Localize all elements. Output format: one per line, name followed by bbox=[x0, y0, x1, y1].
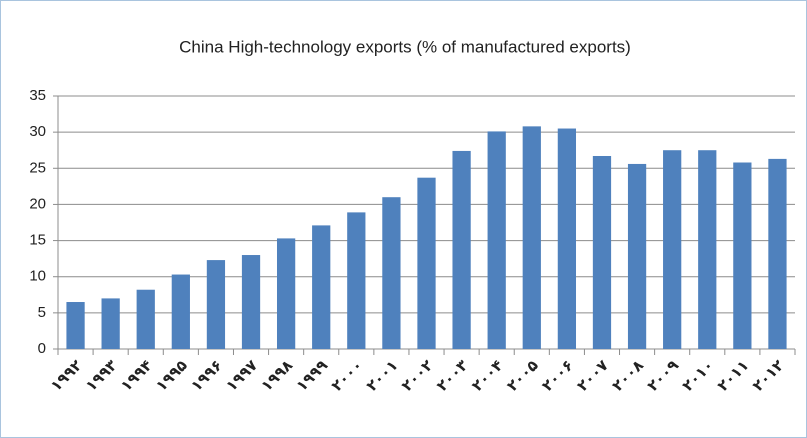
y-tick-label: 0 bbox=[38, 340, 46, 357]
bar bbox=[768, 158, 787, 349]
bar bbox=[592, 155, 612, 349]
bar bbox=[171, 274, 190, 349]
bar bbox=[452, 150, 471, 349]
y-tick-label: 30 bbox=[29, 123, 46, 140]
bar bbox=[557, 128, 577, 349]
y-tick-label: 20 bbox=[29, 195, 46, 212]
bar bbox=[276, 238, 296, 349]
bar bbox=[66, 302, 85, 349]
bar bbox=[206, 260, 226, 349]
bar bbox=[733, 162, 752, 349]
y-tick-label: 5 bbox=[38, 304, 46, 321]
chart-title: China High-technology exports (% of manu… bbox=[179, 37, 631, 56]
bar bbox=[136, 289, 155, 349]
bar bbox=[627, 163, 647, 349]
y-tick-label: 10 bbox=[29, 268, 46, 285]
bar bbox=[312, 225, 331, 349]
bar bbox=[487, 131, 506, 349]
y-tick-label: 25 bbox=[29, 159, 46, 176]
bar bbox=[698, 150, 717, 349]
bar bbox=[382, 197, 401, 349]
y-tick-label: 15 bbox=[29, 232, 46, 249]
bar bbox=[347, 212, 366, 349]
bar bbox=[522, 126, 541, 349]
bar bbox=[663, 150, 682, 349]
bar bbox=[101, 298, 120, 349]
bar bbox=[241, 255, 261, 349]
bar bbox=[417, 177, 436, 349]
y-tick-label: 35 bbox=[29, 87, 46, 104]
